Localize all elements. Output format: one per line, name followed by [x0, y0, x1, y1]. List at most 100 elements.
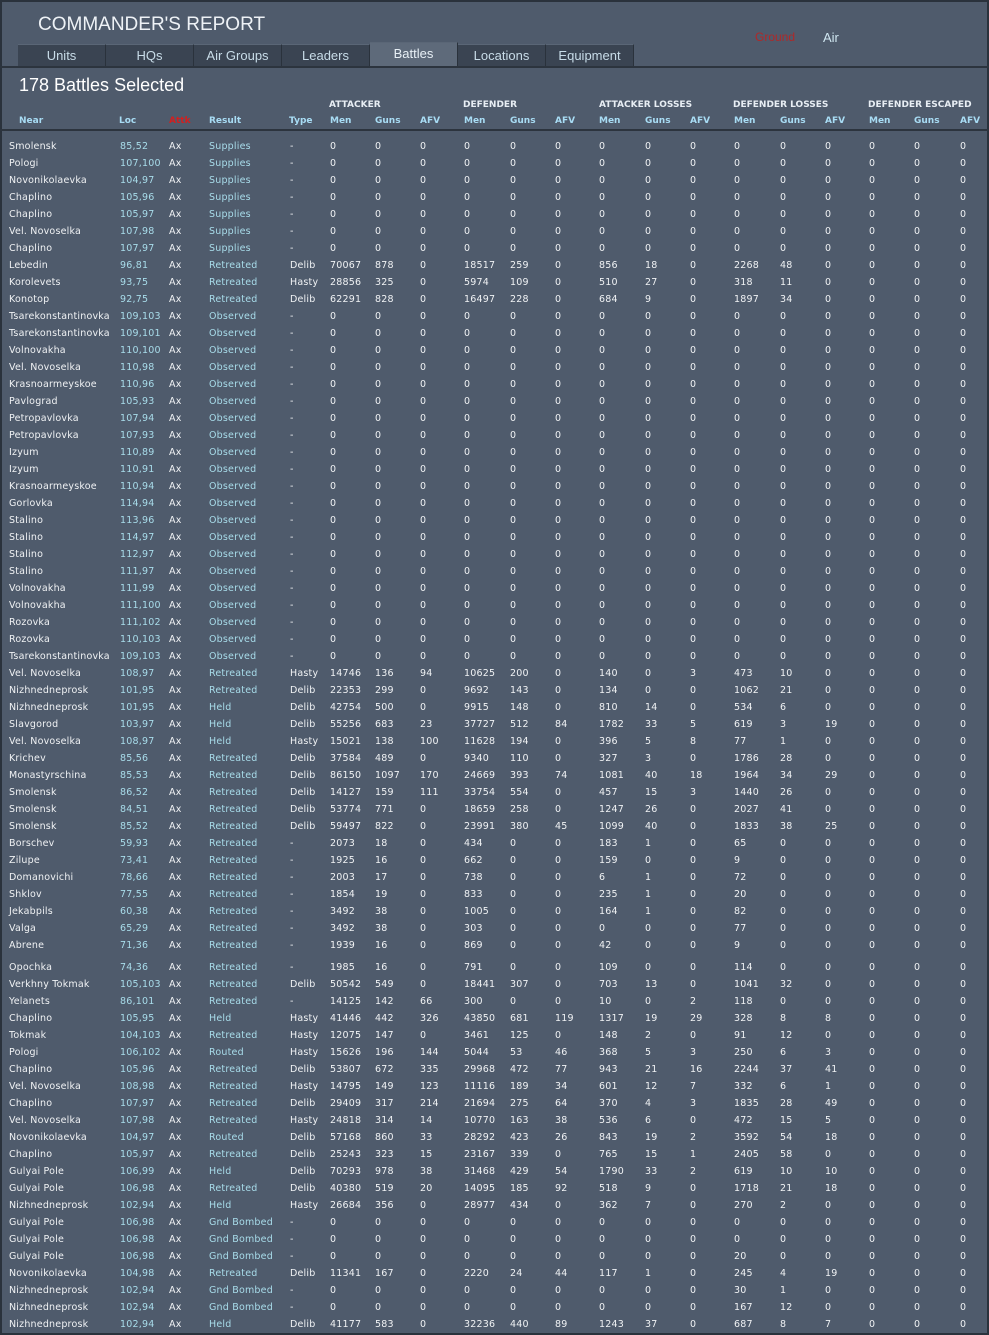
cell-esc-afv: 0 — [960, 855, 967, 866]
cell-attloss-afv: 0 — [690, 277, 697, 288]
cell-att-guns: 0 — [375, 634, 382, 645]
cell-attk: Ax — [169, 260, 182, 271]
tab-locations[interactable]: Locations — [458, 44, 546, 66]
column-header-defloss-guns[interactable]: Guns — [780, 116, 806, 126]
cell-defloss-men: 0 — [734, 515, 741, 526]
cell-defloss-afv: 10 — [825, 1166, 838, 1177]
cell-att-men: 0 — [330, 430, 337, 441]
cell-attloss-men: 134 — [599, 685, 618, 696]
cell-esc-men: 0 — [869, 294, 876, 305]
column-header-result[interactable]: Result — [209, 116, 242, 126]
tab-air-groups[interactable]: Air Groups — [194, 44, 282, 66]
cell-near: Verkhny Tokmak — [9, 979, 90, 990]
cell-attloss-afv: 0 — [690, 345, 697, 356]
cell-attloss-men: 1782 — [599, 719, 624, 730]
column-header-att-men[interactable]: Men — [330, 116, 352, 126]
column-header-esc-men[interactable]: Men — [869, 116, 891, 126]
cell-esc-guns: 0 — [914, 1217, 921, 1228]
cell-esc-afv: 0 — [960, 719, 967, 730]
cell-esc-guns: 0 — [914, 600, 921, 611]
cell-att-afv: 0 — [420, 481, 427, 492]
tab-equipment[interactable]: Equipment — [546, 44, 634, 66]
ground-toggle[interactable]: Ground — [755, 30, 796, 44]
cell-attk: Ax — [169, 770, 182, 781]
tab-hqs[interactable]: HQs — [106, 44, 194, 66]
cell-attloss-men: 0 — [599, 1234, 606, 1245]
cell-att-guns: 18 — [375, 838, 388, 849]
cell-defloss-guns: 0 — [780, 192, 787, 203]
column-header-loc[interactable]: Loc — [119, 116, 137, 126]
cell-defloss-afv: 3 — [825, 1047, 832, 1058]
cell-defloss-afv: 0 — [825, 1200, 832, 1211]
column-header-def-afv[interactable]: AFV — [555, 116, 576, 126]
cell-type: - — [290, 583, 294, 594]
cell-result: Observed — [209, 532, 257, 543]
cell-defloss-men: 270 — [734, 1200, 753, 1211]
column-header-att-guns[interactable]: Guns — [375, 116, 401, 126]
cell-att-guns: 147 — [375, 1030, 394, 1041]
cell-att-afv: 0 — [420, 311, 427, 322]
cell-def-guns: 163 — [510, 1115, 529, 1126]
cell-def-men: 869 — [464, 940, 483, 951]
tab-units[interactable]: Units — [18, 44, 106, 66]
column-header-def-men[interactable]: Men — [464, 116, 486, 126]
cell-attk: Ax — [169, 617, 182, 628]
cell-esc-guns: 0 — [914, 906, 921, 917]
cell-type: - — [290, 962, 294, 973]
column-header-esc-guns[interactable]: Guns — [914, 116, 940, 126]
column-header-att-afv[interactable]: AFV — [420, 116, 441, 126]
cell-attk: Ax — [169, 209, 182, 220]
column-header-type[interactable]: Type — [289, 116, 313, 126]
cell-loc: 104,97 — [120, 175, 155, 186]
cell-attloss-men: 396 — [599, 736, 618, 747]
cell-esc-guns: 0 — [914, 1098, 921, 1109]
column-header-attloss-men[interactable]: Men — [599, 116, 621, 126]
cell-esc-guns: 0 — [914, 770, 921, 781]
column-header-attk[interactable]: Attk — [169, 116, 191, 126]
cell-def-afv: 92 — [555, 1183, 568, 1194]
cell-attloss-men: 0 — [599, 141, 606, 152]
cell-def-men: 18441 — [464, 979, 496, 990]
cell-attloss-afv: 0 — [690, 1251, 697, 1262]
cell-def-guns: 0 — [510, 549, 517, 560]
cell-loc: 110,100 — [120, 345, 161, 356]
cell-att-guns: 0 — [375, 1251, 382, 1262]
cell-defloss-guns: 0 — [780, 940, 787, 951]
cell-defloss-afv: 25 — [825, 821, 838, 832]
cell-att-men: 25243 — [330, 1149, 362, 1160]
cell-att-guns: 0 — [375, 447, 382, 458]
column-header-defloss-men[interactable]: Men — [734, 116, 756, 126]
cell-attk: Ax — [169, 379, 182, 390]
cell-def-afv: 0 — [555, 362, 562, 373]
column-header-def-guns[interactable]: Guns — [510, 116, 536, 126]
cell-esc-afv: 0 — [960, 702, 967, 713]
cell-def-guns: 109 — [510, 277, 529, 288]
cell-defloss-men: 0 — [734, 192, 741, 203]
cell-att-men: 0 — [330, 1285, 337, 1296]
tab-leaders[interactable]: Leaders — [282, 44, 370, 66]
air-toggle[interactable]: Air — [823, 30, 839, 45]
cell-defloss-guns: 0 — [780, 175, 787, 186]
cell-defloss-guns: 0 — [780, 923, 787, 934]
column-header-near[interactable]: Near — [19, 116, 44, 126]
column-header-esc-afv[interactable]: AFV — [960, 116, 981, 126]
cell-att-men: 0 — [330, 209, 337, 220]
cell-result: Observed — [209, 617, 257, 628]
cell-att-men: 0 — [330, 1234, 337, 1245]
cell-defloss-guns: 54 — [780, 1132, 793, 1143]
cell-def-men: 18659 — [464, 804, 496, 815]
cell-attloss-afv: 0 — [690, 651, 697, 662]
cell-attloss-men: 0 — [599, 158, 606, 169]
cell-esc-men: 0 — [869, 923, 876, 934]
cell-attloss-afv: 0 — [690, 532, 697, 543]
cell-type: - — [290, 996, 294, 1007]
cell-attloss-men: 0 — [599, 515, 606, 526]
cell-defloss-men: 0 — [734, 1234, 741, 1245]
tab-battles[interactable]: Battles — [370, 42, 458, 66]
cell-esc-afv: 0 — [960, 736, 967, 747]
column-header-defloss-afv[interactable]: AFV — [825, 116, 846, 126]
cell-esc-men: 0 — [869, 617, 876, 628]
column-header-attloss-afv[interactable]: AFV — [690, 116, 711, 126]
column-header-attloss-guns[interactable]: Guns — [645, 116, 671, 126]
cell-esc-guns: 0 — [914, 962, 921, 973]
